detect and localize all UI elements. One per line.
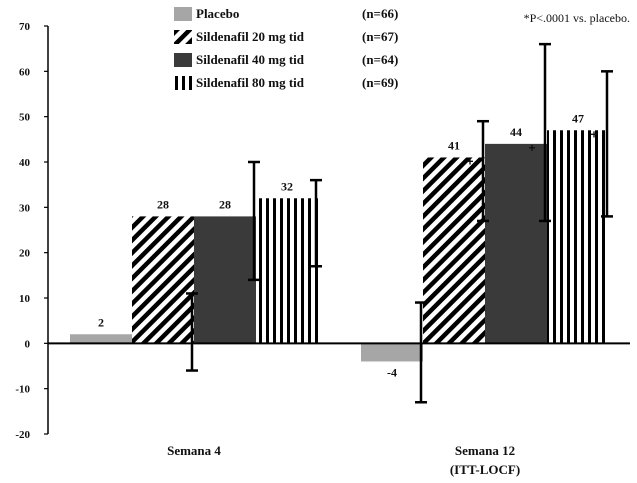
legend-swatch	[174, 76, 192, 90]
significance-marker: +	[528, 141, 535, 155]
bar	[194, 216, 256, 344]
legend-label: Placebo	[196, 6, 239, 21]
y-tick-label: -10	[15, 384, 30, 396]
legend-sample-size: (n=69)	[362, 75, 398, 90]
bar	[132, 216, 194, 344]
bar	[256, 198, 318, 344]
y-tick-label: 10	[19, 293, 31, 305]
y-tick-label: 0	[25, 338, 31, 350]
legend-swatch	[174, 30, 192, 44]
y-tick-label: 50	[19, 112, 31, 124]
legend-sample-size: (n=66)	[362, 6, 398, 21]
y-tick-label: 60	[19, 66, 31, 78]
y-tick-label: 70	[19, 21, 31, 33]
legend-swatch	[174, 53, 192, 67]
bar	[423, 157, 485, 344]
category-labels-group: Semana 4 Semana 12 (ITT-LOCF)	[167, 443, 520, 477]
data-label: 28	[219, 197, 231, 211]
category-label: Semana 12	[455, 443, 515, 458]
significance-annotation: *P<.0001 vs. placebo.	[524, 11, 630, 25]
y-tick-label: 20	[19, 248, 31, 260]
legend-sample-size: (n=64)	[362, 52, 398, 67]
data-label: 2	[98, 315, 104, 329]
bar	[361, 343, 423, 362]
bar	[547, 130, 609, 344]
legend-label: Sildenafil 80 mg tid	[196, 75, 305, 90]
legend-swatch	[174, 7, 192, 21]
category-label-secondary: (ITT-LOCF)	[450, 462, 520, 477]
data-label: 44	[510, 125, 522, 139]
significance-marker: +	[590, 127, 597, 141]
y-axis: -20 -10 0 10 20 30 40 50 60 70	[15, 21, 49, 441]
data-labels-group: 2 -4 28 41 +28 44 +32 47 +	[98, 111, 598, 379]
significance-marker: +	[466, 154, 473, 168]
data-label: 41	[448, 138, 460, 152]
bar	[70, 334, 132, 344]
data-label: 28	[157, 197, 169, 211]
legend-label: Sildenafil 40 mg tid	[196, 52, 305, 67]
data-label: 47	[572, 111, 584, 125]
data-label: -4	[387, 365, 397, 379]
data-label: 32	[281, 179, 293, 193]
bar	[485, 143, 547, 344]
bars-group	[70, 130, 609, 362]
error-bars-group	[186, 42, 613, 404]
legend-label: Sildenafil 20 mg tid	[196, 29, 305, 44]
y-tick-label: 40	[19, 157, 31, 169]
legend: Placebo (n=66) Sildenafil 20 mg tid (n=67) S…	[174, 6, 398, 90]
y-tick-label: 30	[19, 202, 31, 214]
category-label: Semana 4	[167, 443, 221, 458]
y-tick-label: -20	[15, 429, 30, 441]
legend-sample-size: (n=67)	[362, 29, 398, 44]
